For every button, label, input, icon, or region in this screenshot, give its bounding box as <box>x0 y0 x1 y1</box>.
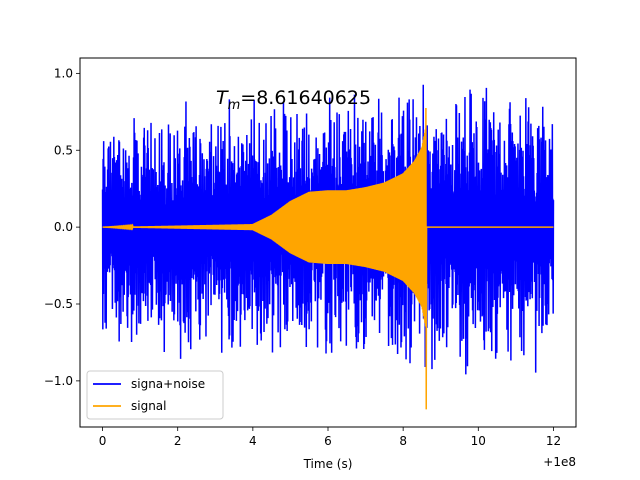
x-axis-offset-label: +1e8 <box>543 455 576 469</box>
x-tick-label: 6 <box>324 434 332 448</box>
y-tick-label: 0.0 <box>54 220 73 234</box>
y-tick-label: −1.0 <box>44 374 73 388</box>
y-axis-ticks: −1.0 −0.5 0.0 0.5 1.0 <box>44 66 80 388</box>
x-tick-label: 2 <box>174 434 182 448</box>
legend: signa+noise signal <box>86 370 224 420</box>
legend-label-signal: signal <box>131 399 167 413</box>
tm-annotation-symbol: T <box>216 87 229 109</box>
series-signal-line <box>102 107 554 410</box>
x-tick-label: 0 <box>99 434 107 448</box>
x-axis-ticks: 0 2 4 6 8 10 12 <box>99 427 561 448</box>
y-tick-label: 0.5 <box>54 143 73 157</box>
x-tick-label: 12 <box>546 434 561 448</box>
legend-box <box>86 370 224 420</box>
x-axis-label: Time (s) <box>303 457 353 471</box>
legend-label-signa-noise: signa+noise <box>131 377 205 391</box>
x-tick-label: 10 <box>471 434 486 448</box>
x-tick-label: 8 <box>399 434 407 448</box>
series-signa-noise-line <box>101 84 555 375</box>
x-tick-label: 4 <box>249 434 257 448</box>
y-tick-label: −0.5 <box>44 297 73 311</box>
tm-annotation-value: =8.61640625 <box>240 87 371 109</box>
tm-annotation: Tm=8.61640625 <box>216 87 371 113</box>
y-tick-label: 1.0 <box>54 66 73 80</box>
plot-data-layer <box>101 84 555 410</box>
tm-annotation-subscript: m <box>228 98 241 113</box>
